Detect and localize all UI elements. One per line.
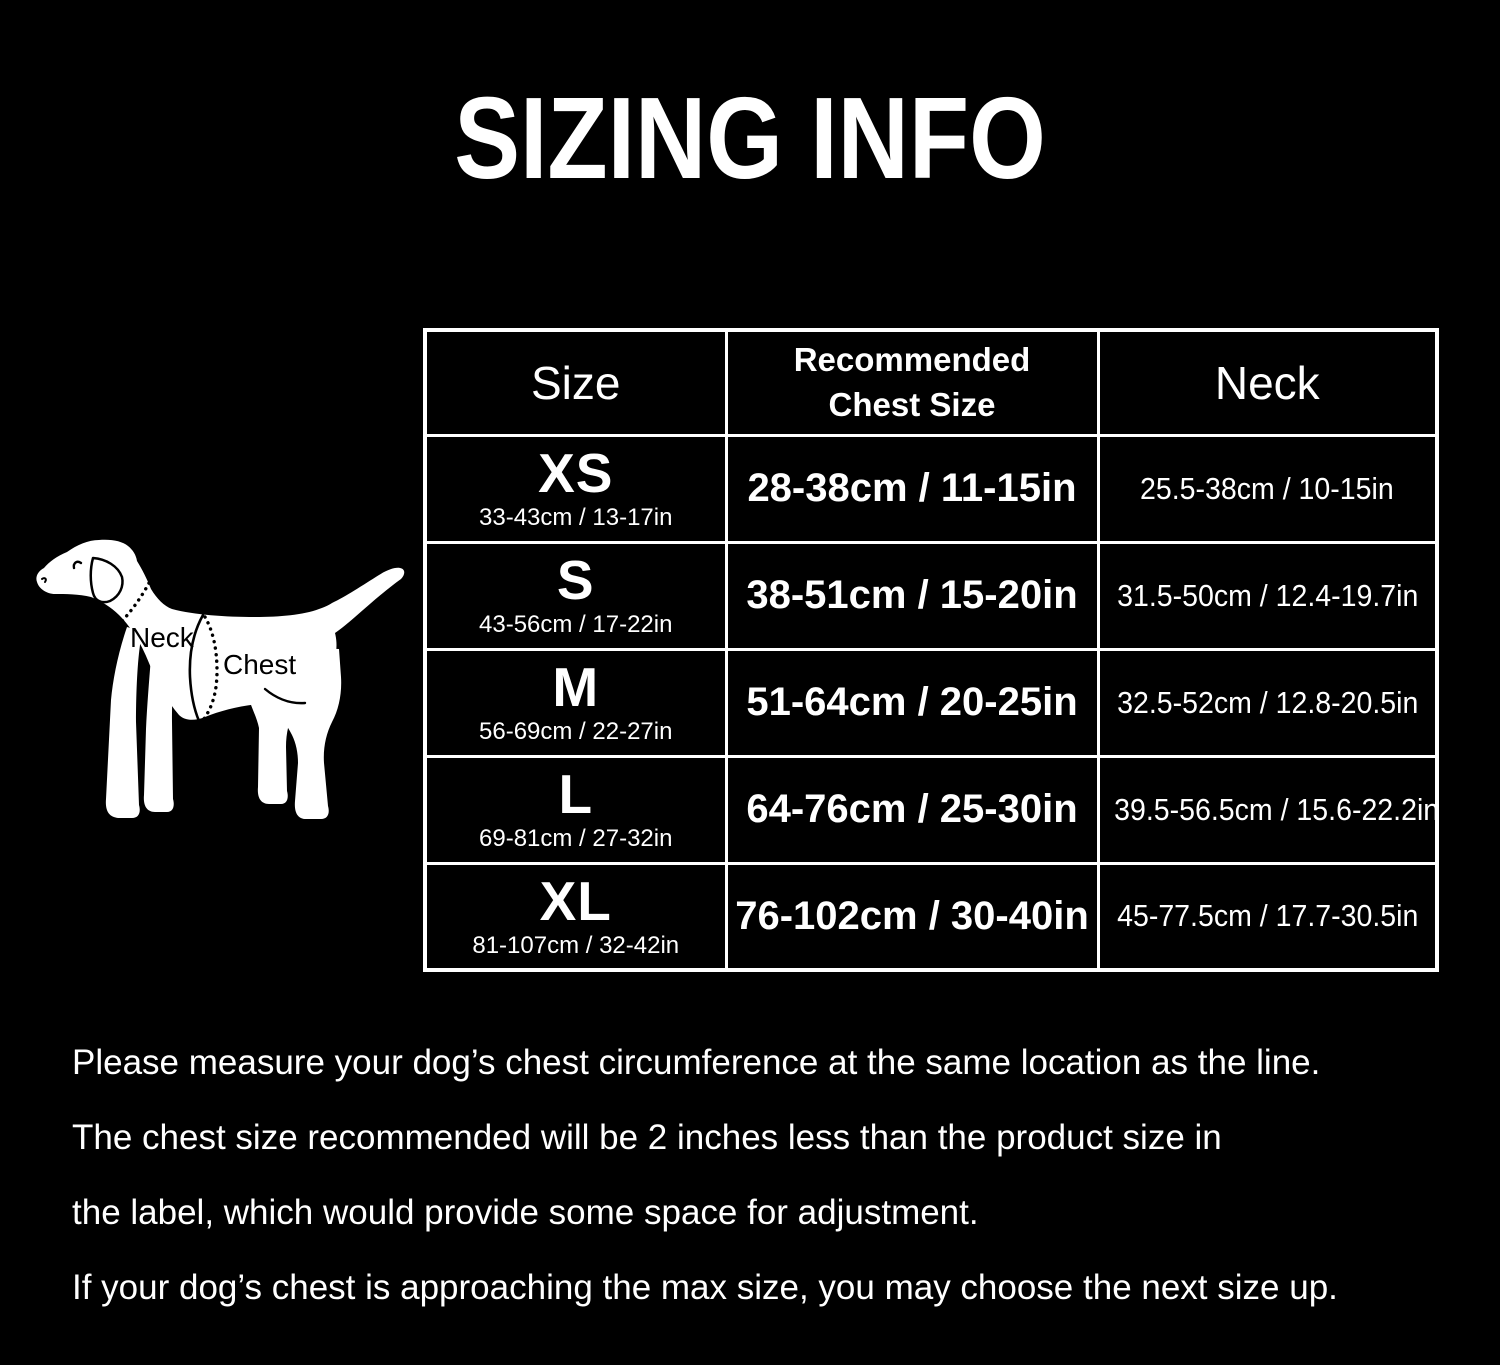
note-line-2: The chest size recommended will be 2 inc… <box>72 1118 1222 1157</box>
size-range: 81-107cm / 32-42in <box>472 932 680 959</box>
size-range: 33-43cm / 13-17in <box>479 504 673 532</box>
page-title: SIZING INFO <box>0 80 1500 196</box>
note-line-3: the label, which would provide some spac… <box>72 1193 979 1232</box>
chest-value: 76-102cm / 30-40in <box>735 893 1089 938</box>
size-letter: L <box>558 763 594 826</box>
neck-measure-dotted-line <box>96 581 151 651</box>
dog-thigh-line <box>263 687 307 705</box>
page-title-text: SIZING INFO <box>454 73 1046 203</box>
chest-cell: 64-76cm / 25-30in <box>724 754 1100 865</box>
size-letter: XL <box>539 869 612 932</box>
col-header-chest: Recommended Chest Size <box>724 328 1100 437</box>
dog-nostril <box>41 577 47 583</box>
chest-value: 28-38cm / 11-15in <box>747 466 1077 510</box>
dog-near-hind-leg <box>274 647 342 819</box>
size-letter: S <box>556 549 595 612</box>
size-letter: M <box>552 656 600 719</box>
neck-value: 39.5-56.5cm / 15.6-22.2in <box>1113 791 1437 827</box>
col-header-neck: Neck <box>1096 328 1439 437</box>
chest-value: 64-76cm / 25-30in <box>746 787 1078 831</box>
sizing-table: Size Recommended Chest Size Neck XS 33-4… <box>423 328 1439 972</box>
neck-value: 31.5-50cm / 12.4-19.7in <box>1116 577 1418 613</box>
size-cell: L 69-81cm / 27-32in <box>423 754 728 865</box>
size-row-m: M 56-69cm / 22-27in 51-64cm / 20-25in 32… <box>423 647 1439 758</box>
neck-cell: 31.5-50cm / 12.4-19.7in <box>1096 540 1439 651</box>
size-cell: XS 33-43cm / 13-17in <box>423 433 728 544</box>
col-header-chest-label: Recommended Chest Size <box>793 341 1031 423</box>
size-row-l: L 69-81cm / 27-32in 64-76cm / 25-30in 39… <box>423 754 1439 865</box>
size-range: 43-56cm / 17-22in <box>479 611 673 639</box>
note-line-4: If your dog’s chest is approaching the m… <box>72 1268 1338 1307</box>
size-cell: M 56-69cm / 22-27in <box>423 647 728 758</box>
dog-mouth <box>36 586 62 599</box>
chest-cell: 51-64cm / 20-25in <box>724 647 1100 758</box>
chest-line-solid <box>188 613 205 723</box>
chest-cell: 38-51cm / 15-20in <box>724 540 1100 651</box>
note-line-1: Please measure your dog’s chest circumfe… <box>72 1043 1321 1082</box>
neck-value: 45-77.5cm / 17.7-30.5in <box>1116 898 1418 934</box>
neck-cell: 39.5-56.5cm / 15.6-22.2in <box>1096 754 1439 865</box>
neck-value: 25.5-38cm / 10-15in <box>1140 470 1395 506</box>
dog-silhouette-icon <box>36 539 405 819</box>
neck-value: 32.5-52cm / 12.8-20.5in <box>1116 684 1418 720</box>
chest-cell: 28-38cm / 11-15in <box>724 433 1100 544</box>
size-cell: S 43-56cm / 17-22in <box>423 540 728 651</box>
size-row-xl: XL 81-107cm / 32-42in 76-102cm / 30-40in… <box>423 861 1439 972</box>
chest-label: Chest <box>223 649 296 680</box>
header-row: Size Recommended Chest Size Neck <box>423 328 1439 437</box>
col-header-neck-label: Neck <box>1214 356 1320 409</box>
neck-cell: 32.5-52cm / 12.8-20.5in <box>1096 647 1439 758</box>
dog-near-front-leg <box>105 627 141 818</box>
dog-measurement-diagram: Neck Chest <box>36 539 405 819</box>
dog-ear <box>89 556 124 604</box>
size-range: 69-81cm / 27-32in <box>479 825 673 853</box>
size-row-s: S 43-56cm / 17-22in 38-51cm / 15-20in 31… <box>423 540 1439 651</box>
neck-cell: 25.5-38cm / 10-15in <box>1096 433 1439 544</box>
chest-value: 51-64cm / 20-25in <box>746 680 1078 724</box>
size-letter: XS <box>538 442 614 505</box>
chest-value: 38-51cm / 15-20in <box>746 573 1078 617</box>
col-header-size: Size <box>423 328 728 437</box>
chest-measure-line <box>188 613 219 725</box>
dog-eye <box>72 560 83 570</box>
size-cell: XL 81-107cm / 32-42in <box>423 861 728 972</box>
chest-line-dotted <box>199 615 219 725</box>
neck-label: Neck <box>130 622 195 653</box>
chest-cell: 76-102cm / 30-40in <box>724 861 1100 972</box>
size-range: 56-69cm / 22-27in <box>479 718 673 746</box>
col-header-size-label: Size <box>531 356 621 409</box>
size-row-xs: XS 33-43cm / 13-17in 28-38cm / 11-15in 2… <box>423 433 1439 544</box>
measurement-notes: Please measure your dog’s chest circumfe… <box>72 1025 1472 1325</box>
neck-cell: 45-77.5cm / 17.7-30.5in <box>1096 861 1439 972</box>
